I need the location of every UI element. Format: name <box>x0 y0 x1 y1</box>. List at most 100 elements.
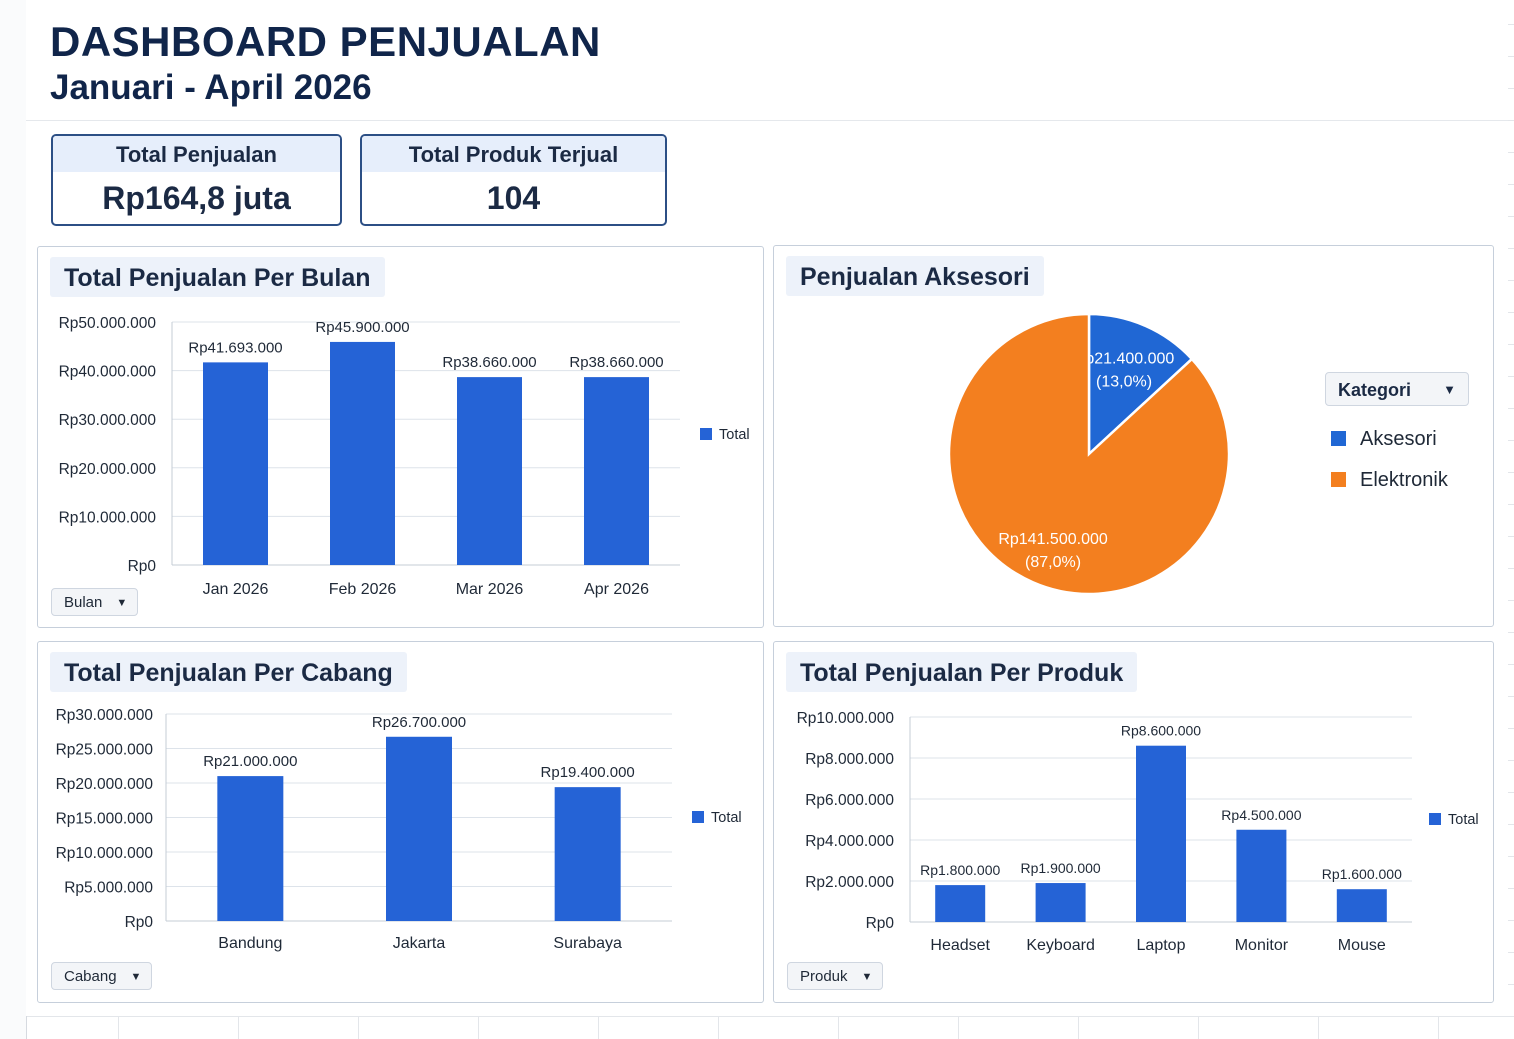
y-tick-label: Rp30.000.000 <box>59 412 157 429</box>
y-tick-label: Rp20.000.000 <box>56 776 154 793</box>
monthly-sales-chart: Rp0 Rp10.000.000 Rp20.000.000 Rp30.000.000 R… <box>59 315 750 598</box>
legend-label: Elektronik <box>1360 469 1448 491</box>
data-label: Rp45.900.000 <box>315 319 409 336</box>
filter-bulan-dropdown[interactable]: Bulan ▼ <box>51 588 139 616</box>
panel-category-sales: Penjualan Aksesori Rp21.400.000 (13,0%) Rp… <box>773 245 1494 627</box>
x-tick-label: Bandung <box>218 935 282 952</box>
x-tick-label: Mouse <box>1338 937 1386 954</box>
kpi-value: 104 <box>486 180 541 216</box>
x-tick-label: Surabaya <box>553 935 622 952</box>
filter-label: Bulan <box>64 594 103 611</box>
pie-data-percent: (13,0%) <box>1096 373 1152 390</box>
filter-cabang-dropdown[interactable]: Cabang ▼ <box>51 962 153 990</box>
dashboard: DASHBOARD PENJUALAN Januari - April 2026… <box>26 0 1508 1016</box>
y-tick-label: Rp4.000.000 <box>805 833 894 850</box>
bar <box>203 362 268 565</box>
y-tick-label: Rp0 <box>125 914 154 931</box>
panel-title: Total Penjualan Per Bulan <box>50 257 385 297</box>
legend-item-elektronik: Elektronik <box>1331 469 1448 492</box>
panel-title: Total Penjualan Per Cabang <box>50 652 407 692</box>
category-pie-chart: Rp21.400.000 (13,0%) Rp141.500.000 (87,0%) <box>947 312 1231 596</box>
filter-label: Kategori <box>1338 380 1412 400</box>
data-label: Rp1.800.000 <box>920 862 1000 878</box>
bar <box>935 885 986 922</box>
kpi-label: Total Penjualan <box>53 136 340 172</box>
x-tick-label: Monitor <box>1235 937 1289 954</box>
y-tick-label: Rp0 <box>128 558 157 575</box>
pie-slice <box>1087 312 1194 457</box>
legend-swatch <box>1331 431 1346 446</box>
y-tick-label: Rp40.000.000 <box>59 364 157 381</box>
chevron-down-icon: ▼ <box>1443 382 1456 397</box>
x-tick-label: Jakarta <box>393 935 446 952</box>
bar <box>584 377 649 565</box>
bar <box>1035 883 1086 922</box>
legend-label: Aksesori <box>1360 428 1437 450</box>
x-tick-label: Laptop <box>1137 937 1186 954</box>
data-label: Rp1.900.000 <box>1021 860 1101 876</box>
data-label: Rp19.400.000 <box>541 764 635 781</box>
y-tick-label: Rp5.000.000 <box>64 880 153 897</box>
bar <box>1136 745 1186 922</box>
kpi-value: Rp164,8 juta <box>102 180 291 216</box>
x-tick-label: Mar 2026 <box>456 581 524 598</box>
y-tick-label: Rp6.000.000 <box>805 792 894 809</box>
page-subtitle: Januari - April 2026 <box>50 68 372 107</box>
data-label: Rp38.660.000 <box>569 354 663 371</box>
filter-label: Cabang <box>64 968 117 985</box>
legend-label: Total <box>711 810 742 826</box>
y-tick-label: Rp10.000.000 <box>59 509 157 526</box>
filter-produk-dropdown[interactable]: Produk ▼ <box>787 962 884 990</box>
data-label: Rp8.600.000 <box>1121 723 1201 739</box>
branch-sales-chart: Rp0 Rp5.000.000 Rp10.000.000 Rp15.000.000 Rp… <box>56 707 742 952</box>
data-label: Rp21.000.000 <box>203 753 297 770</box>
filter-kategori-dropdown[interactable]: Kategori ▼ <box>1325 372 1469 406</box>
bar <box>457 377 522 565</box>
data-label: Rp4.500.000 <box>1221 807 1301 823</box>
pie-data-label: Rp21.400.000 <box>1074 350 1175 367</box>
panel-title: Penjualan Aksesori <box>786 256 1044 296</box>
pie-slice <box>947 312 1231 596</box>
bar <box>1336 889 1387 922</box>
panel-monthly-sales: Total Penjualan Per Bulan Rp0 Rp10.000.00… <box>37 246 764 628</box>
legend-swatch <box>1331 472 1346 487</box>
x-tick-label: Jan 2026 <box>203 581 269 598</box>
legend-item-aksesori: Aksesori <box>1331 428 1437 451</box>
chevron-down-icon: ▼ <box>130 971 142 983</box>
bar <box>554 787 621 921</box>
y-tick-label: Rp20.000.000 <box>59 461 157 478</box>
kpi-label: Total Produk Terjual <box>362 136 665 172</box>
bar <box>1236 829 1287 922</box>
legend-label: Total <box>719 427 750 443</box>
data-label: Rp38.660.000 <box>442 354 536 371</box>
kpi-card-products-sold: Total Produk Terjual 104 <box>360 134 667 226</box>
filter-label: Produk <box>800 968 848 985</box>
legend-label: Total <box>1448 812 1479 828</box>
y-tick-label: Rp30.000.000 <box>56 707 154 724</box>
chevron-down-icon: ▼ <box>116 597 128 609</box>
y-tick-label: Rp8.000.000 <box>805 751 894 768</box>
y-tick-label: Rp10.000.000 <box>56 845 154 862</box>
data-label: Rp1.600.000 <box>1322 866 1402 882</box>
legend-swatch <box>700 428 712 440</box>
y-tick-label: Rp25.000.000 <box>56 742 154 759</box>
pie-data-label: Rp141.500.000 <box>998 531 1108 548</box>
chevron-down-icon: ▼ <box>861 971 873 983</box>
page-title: DASHBOARD PENJUALAN <box>50 18 601 65</box>
data-label: Rp41.693.000 <box>188 339 282 356</box>
legend-swatch <box>1429 813 1441 825</box>
x-tick-label: Headset <box>930 937 990 954</box>
bar <box>386 736 452 921</box>
header-divider <box>26 120 1508 121</box>
bar <box>217 776 284 921</box>
x-tick-label: Keyboard <box>1026 937 1095 954</box>
y-tick-label: Rp10.000.000 <box>797 710 895 727</box>
panel-branch-sales: Total Penjualan Per Cabang Rp0 Rp5.000.00… <box>37 641 764 1003</box>
row-header-strip <box>0 0 27 1039</box>
x-tick-label: Feb 2026 <box>329 581 397 598</box>
data-label: Rp26.700.000 <box>372 714 466 731</box>
bar <box>330 341 395 565</box>
kpi-card-total-sales: Total Penjualan Rp164,8 juta <box>51 134 342 226</box>
panel-product-sales: Total Penjualan Per Produk Rp0 Rp2.000.00… <box>773 641 1494 1003</box>
y-tick-label: Rp15.000.000 <box>56 811 154 828</box>
